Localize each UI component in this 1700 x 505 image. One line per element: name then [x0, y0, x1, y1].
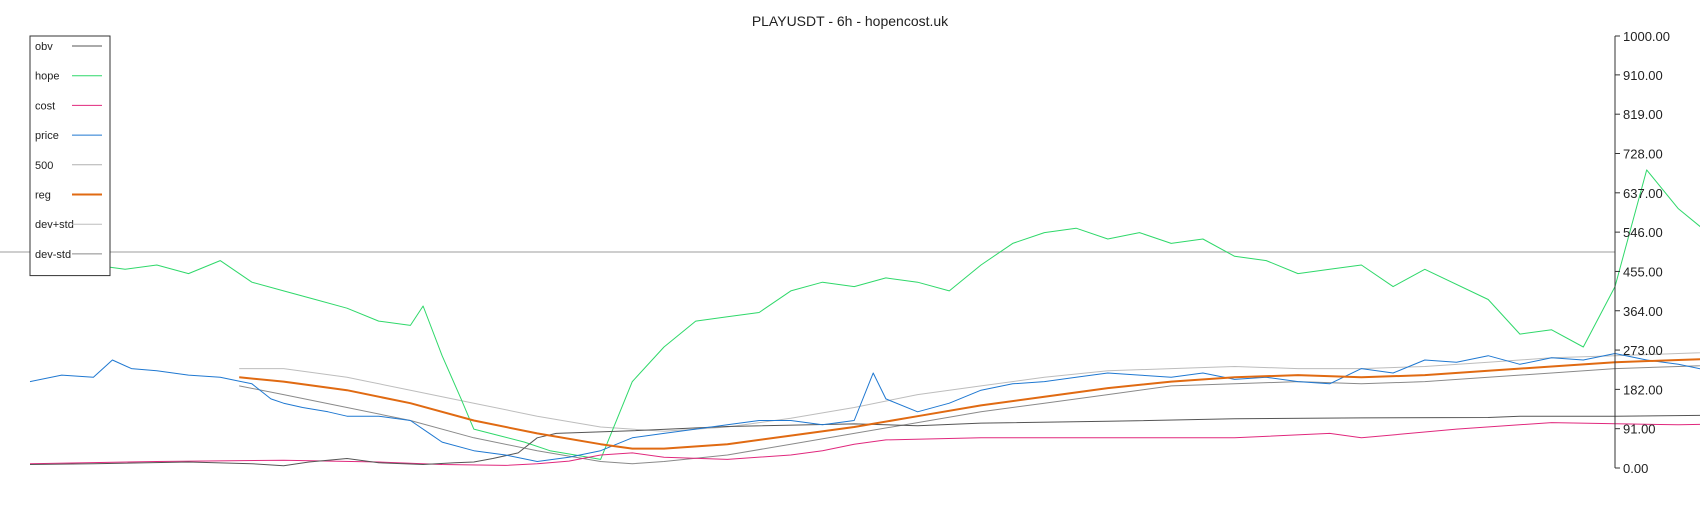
legend-label-reg: reg [35, 190, 51, 202]
legend-label-dev-std: dev-std [35, 249, 71, 261]
legend-label-cost: cost [35, 100, 55, 112]
y-tick-label: 364.00 [1623, 304, 1663, 319]
y-axis: 0.00 91.00 182.00 273.00 364.00 455.00 546.00 6… [1614, 29, 1670, 476]
y-tick-label: 637.00 [1623, 186, 1663, 201]
series-line-price [29, 353, 1700, 462]
y-tick-label: 0.00 [1623, 461, 1648, 476]
series-line-obv [29, 414, 1700, 467]
y-tick-label: 910.00 [1623, 68, 1663, 83]
plot-area [0, 169, 1700, 467]
chart-legend: obv hope cost price 500 reg dev+std dev-std [29, 35, 111, 277]
y-tick-label: 546.00 [1623, 225, 1663, 240]
y-tick-label: 728.00 [1623, 147, 1663, 162]
y-tick-label: 182.00 [1623, 382, 1663, 397]
series-line-cost [29, 422, 1700, 466]
legend-label-price: price [35, 130, 59, 142]
y-tick-label: 91.00 [1623, 422, 1656, 437]
legend-label-obv: obv [35, 41, 53, 53]
y-tick-label: 1000.00 [1623, 29, 1670, 44]
series-line-hope [29, 169, 1700, 460]
series-line-dev-std [239, 352, 1700, 432]
y-tick-label: 819.00 [1623, 107, 1663, 122]
chart-title: PLAYUSDT - 6h - hopencost.uk [752, 13, 949, 29]
legend-label-hope: hope [35, 71, 59, 83]
legend-label-500: 500 [35, 160, 53, 172]
legend-label-dev-std: dev+std [35, 219, 74, 231]
y-tick-label: 455.00 [1623, 264, 1663, 279]
y-tick-label: 273.00 [1623, 343, 1663, 358]
series-line-reg [239, 358, 1700, 450]
